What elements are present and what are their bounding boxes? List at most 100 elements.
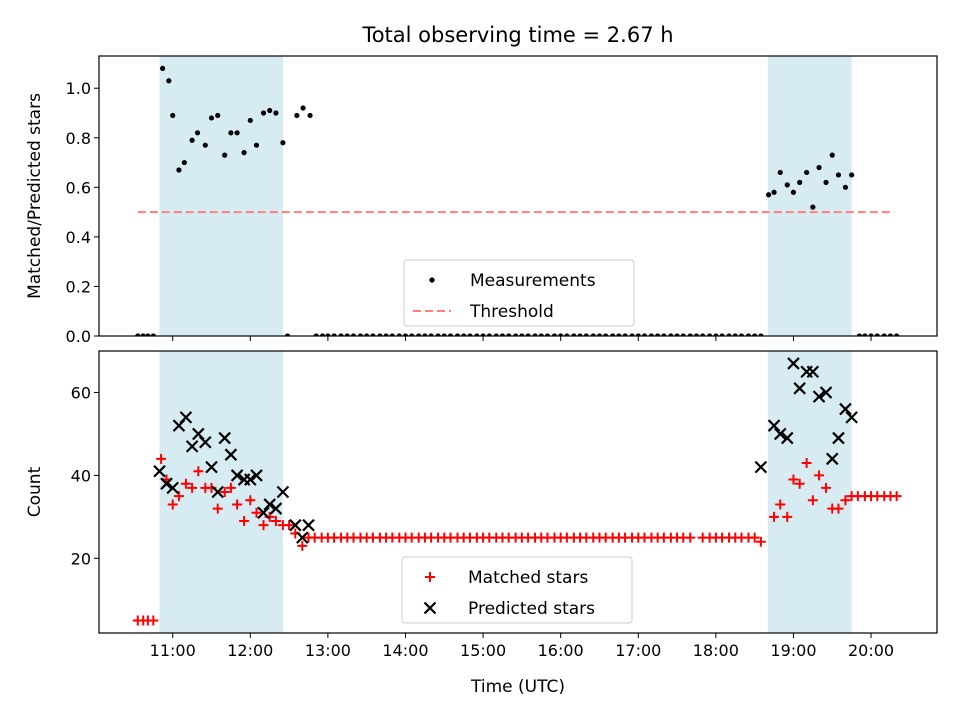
data-point (881, 333, 887, 336)
data-point (447, 333, 454, 336)
data-point (810, 204, 816, 210)
data-point (409, 333, 415, 336)
data-point (825, 452, 839, 466)
data-point (812, 390, 826, 403)
data-point (219, 487, 230, 497)
data-point (181, 159, 187, 166)
observing-window-2 (767, 56, 852, 336)
observing-window-2 (767, 351, 852, 633)
legend-marker (429, 277, 435, 283)
data-point (685, 532, 696, 543)
data-point (661, 333, 667, 336)
data-point (782, 511, 793, 522)
plot-area (132, 351, 902, 633)
data-point (194, 130, 201, 136)
data-point (280, 140, 286, 146)
data-point (840, 495, 851, 506)
data-point (331, 333, 337, 336)
data-point (428, 333, 434, 336)
data-point (558, 333, 564, 336)
y-tick-label: 60 (71, 383, 91, 402)
axes-frame (98, 350, 938, 634)
data-point (571, 333, 577, 336)
data-point (806, 365, 820, 379)
data-point (357, 333, 364, 336)
data-point (856, 333, 863, 336)
data-point (641, 333, 648, 336)
legend-marker (423, 601, 437, 615)
data-point (544, 333, 551, 336)
data-point (258, 520, 269, 531)
data-point (170, 112, 176, 119)
data-point (726, 333, 732, 336)
data-point (435, 333, 441, 336)
data-point (777, 169, 783, 176)
data-point (648, 333, 655, 336)
data-point (719, 333, 725, 336)
data-point (862, 333, 868, 336)
data-point (276, 485, 290, 499)
data-point (773, 427, 787, 441)
data-point (208, 115, 215, 121)
data-point (793, 382, 806, 395)
data-point (241, 150, 247, 156)
data-point (829, 152, 835, 158)
legend: Matched stars Predicted stars (401, 556, 633, 624)
data-point (313, 333, 319, 336)
data-point (804, 169, 810, 176)
data-point (525, 333, 531, 336)
data-point (160, 477, 173, 490)
data-point (758, 333, 764, 336)
data-point (135, 333, 141, 336)
data-point (350, 333, 357, 336)
data-point (284, 333, 291, 336)
data-point (167, 499, 178, 510)
data-point (260, 110, 267, 116)
data-point (771, 189, 777, 195)
data-point (823, 179, 829, 185)
series-measurements (135, 65, 900, 336)
count-plot: 20 40 60 11:00 12:00 13:00 14:00 15:00 16:00 17:0… (25, 350, 938, 697)
data-point (754, 460, 768, 474)
data-point (461, 333, 467, 336)
data-point (832, 431, 845, 445)
data-point (441, 333, 447, 336)
data-point (894, 333, 900, 336)
data-point (325, 333, 331, 336)
legend-box (401, 556, 633, 624)
data-point (245, 495, 256, 506)
data-point (797, 179, 803, 185)
data-point (767, 419, 781, 432)
axes-frame (98, 55, 938, 337)
data-point (145, 333, 151, 336)
series-predicted-stars (153, 357, 858, 544)
x-axis-label: Time (UTC) (470, 677, 565, 697)
data-point (845, 411, 858, 424)
data-point (176, 167, 182, 173)
observing-window-1 (159, 56, 283, 336)
data-point (297, 540, 308, 551)
data-point (499, 333, 506, 336)
data-point (480, 333, 486, 336)
data-point (150, 333, 156, 336)
y-tick-label: 0.0 (66, 327, 91, 346)
data-point (775, 499, 786, 510)
legend-label: Threshold (469, 302, 554, 322)
data-point (218, 431, 231, 445)
data-point (816, 164, 822, 171)
data-point (784, 182, 790, 188)
data-point (833, 503, 844, 514)
series-matched-stars (132, 453, 902, 626)
x-tick-label: 16:00 (538, 641, 584, 660)
data-point (284, 520, 295, 531)
data-point (486, 333, 492, 336)
x-tick-label: 18:00 (693, 641, 739, 660)
data-point (273, 110, 279, 116)
plot-area (135, 56, 900, 336)
data-point (212, 503, 223, 514)
y-axis-label: Matched/Predicted stars (25, 93, 45, 299)
data-point (674, 333, 680, 336)
data-point (263, 498, 276, 511)
data-point (687, 333, 693, 336)
